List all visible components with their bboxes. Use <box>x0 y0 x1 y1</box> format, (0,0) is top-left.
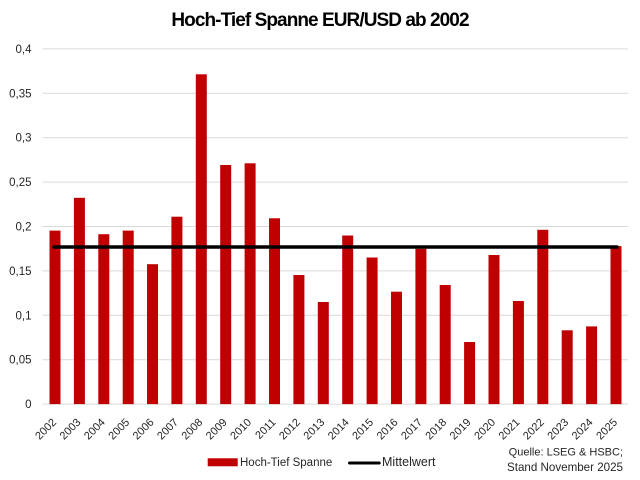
svg-text:0,1: 0,1 <box>16 310 32 322</box>
svg-text:0,05: 0,05 <box>9 355 31 367</box>
svg-text:Stand November 2025: Stand November 2025 <box>507 461 623 474</box>
svg-text:Hoch-Tief Spanne EUR/USD ab 20: Hoch-Tief Spanne EUR/USD ab 2002 <box>171 10 469 31</box>
svg-text:0,15: 0,15 <box>9 266 31 278</box>
svg-text:0,35: 0,35 <box>9 88 31 100</box>
svg-text:0,3: 0,3 <box>16 133 32 145</box>
svg-text:Hoch-Tief Spanne: Hoch-Tief Spanne <box>240 457 332 469</box>
svg-text:0: 0 <box>25 399 31 411</box>
svg-text:Mittelwert: Mittelwert <box>382 455 436 469</box>
svg-text:0,4: 0,4 <box>16 44 33 56</box>
svg-text:Quelle: LSEG & HSBC;: Quelle: LSEG & HSBC; <box>509 447 623 459</box>
svg-text:0,2: 0,2 <box>16 222 32 234</box>
svg-text:0,25: 0,25 <box>9 177 31 189</box>
